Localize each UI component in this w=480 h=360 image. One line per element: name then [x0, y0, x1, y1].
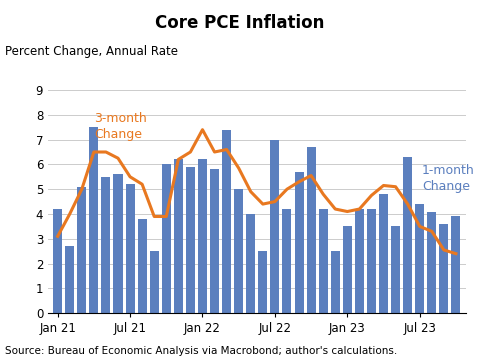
Bar [246, 214, 255, 313]
Bar [319, 209, 328, 313]
Bar [162, 165, 171, 313]
Bar [126, 184, 134, 313]
Bar [307, 147, 316, 313]
Bar [53, 209, 62, 313]
Bar [234, 189, 243, 313]
Bar [427, 212, 436, 313]
Bar [222, 130, 231, 313]
Bar [391, 226, 400, 313]
Bar [89, 127, 98, 313]
Bar [258, 251, 267, 313]
Text: Source: Bureau of Economic Analysis via Macrobond; author's calculations.: Source: Bureau of Economic Analysis via … [5, 346, 397, 356]
Text: Percent Change, Annual Rate: Percent Change, Annual Rate [5, 45, 178, 58]
Text: 1-month
Change: 1-month Change [422, 165, 475, 193]
Bar [138, 219, 147, 313]
Bar [282, 209, 291, 313]
Bar [343, 226, 352, 313]
Bar [198, 159, 207, 313]
Bar [379, 194, 388, 313]
Bar [439, 224, 448, 313]
Bar [355, 209, 364, 313]
Bar [150, 251, 159, 313]
Bar [101, 177, 110, 313]
Text: 3-month
Change: 3-month Change [94, 112, 146, 141]
Bar [270, 140, 279, 313]
Bar [403, 157, 412, 313]
Bar [77, 187, 86, 313]
Text: Core PCE Inflation: Core PCE Inflation [156, 14, 324, 32]
Bar [210, 169, 219, 313]
Bar [65, 246, 74, 313]
Bar [174, 159, 183, 313]
Bar [186, 167, 195, 313]
Bar [415, 204, 424, 313]
Bar [331, 251, 340, 313]
Bar [113, 174, 122, 313]
Bar [295, 172, 303, 313]
Bar [451, 216, 460, 313]
Bar [367, 209, 376, 313]
